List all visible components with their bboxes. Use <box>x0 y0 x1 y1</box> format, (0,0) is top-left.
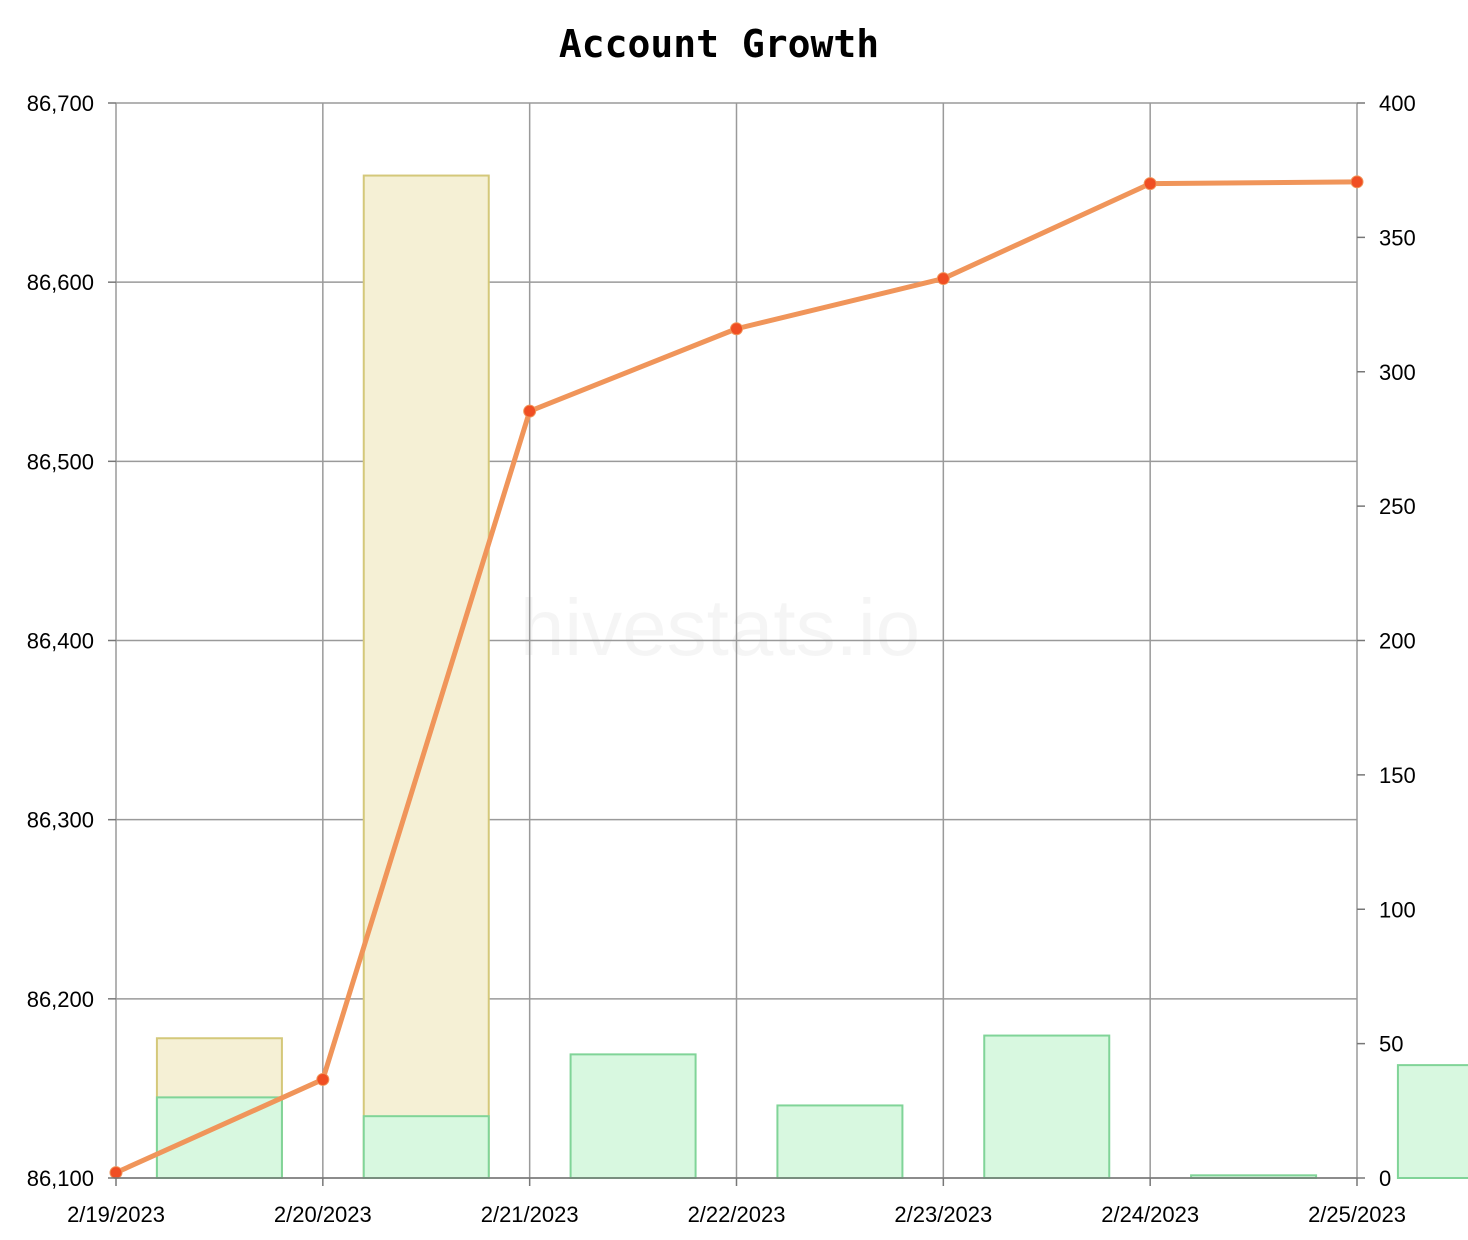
bar <box>1396 1064 1468 1179</box>
right-tick-label: 350 <box>1379 225 1416 250</box>
right-tick-label: 100 <box>1379 897 1416 922</box>
watermark: hivestats.io <box>520 583 920 672</box>
right-tick-label: 200 <box>1379 629 1416 654</box>
right-tick-label: 50 <box>1379 1032 1403 1057</box>
data-point <box>523 404 537 418</box>
data-point <box>1350 175 1364 189</box>
right-tick-label: 300 <box>1379 360 1416 385</box>
right-tick-label: 0 <box>1379 1166 1391 1191</box>
left-tick-label: 86,400 <box>27 629 94 654</box>
x-tick-label: 2/20/2023 <box>274 1202 372 1227</box>
left-tick-label: 86,600 <box>27 270 94 295</box>
data-point <box>316 1072 330 1086</box>
right-tick-label: 150 <box>1379 763 1416 788</box>
bar <box>776 1104 904 1179</box>
chart-title: Account Growth <box>558 22 880 66</box>
bar <box>362 174 490 1179</box>
x-tick-label: 2/24/2023 <box>1101 1202 1199 1227</box>
x-tick-label: 2/21/2023 <box>481 1202 579 1227</box>
left-tick-label: 86,700 <box>27 91 94 116</box>
right-tick-label: 400 <box>1379 91 1416 116</box>
right-tick-label: 250 <box>1379 494 1416 519</box>
bar <box>569 1053 697 1179</box>
data-point <box>109 1166 123 1180</box>
bar <box>983 1034 1111 1179</box>
x-tick-label: 2/19/2023 <box>67 1202 165 1227</box>
data-point <box>1143 177 1157 191</box>
data-point <box>936 272 950 286</box>
left-tick-label: 86,300 <box>27 808 94 833</box>
x-tick-label: 2/23/2023 <box>894 1202 992 1227</box>
data-point <box>730 322 743 336</box>
left-tick-label: 86,500 <box>27 449 94 474</box>
bar <box>155 1096 283 1179</box>
bar <box>362 1115 490 1179</box>
left-tick-label: 86,200 <box>27 987 94 1012</box>
x-tick-label: 2/22/2023 <box>688 1202 786 1227</box>
x-tick-label: 2/25/2023 <box>1308 1202 1406 1227</box>
left-tick-label: 86,100 <box>27 1166 94 1191</box>
